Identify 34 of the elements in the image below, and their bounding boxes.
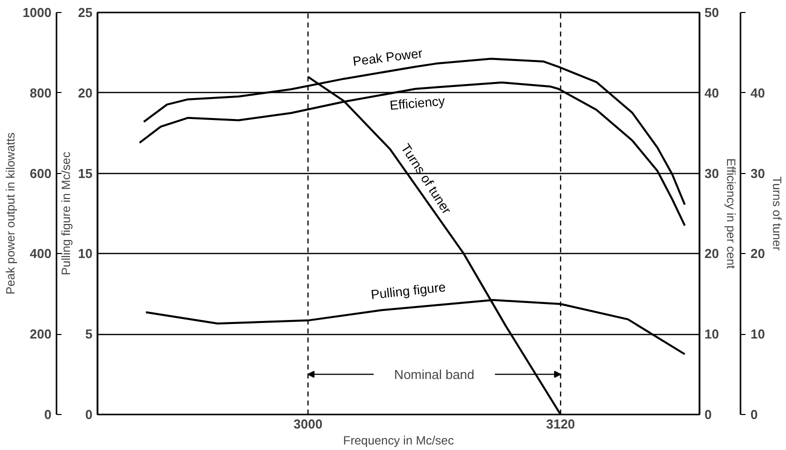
y-tick-label: 0 <box>44 407 52 422</box>
y2-tick-label: 15 <box>78 166 93 181</box>
y-tick-label: 200 <box>30 326 52 342</box>
y3-tick-label: 40 <box>704 85 719 100</box>
y3-tick-label: 50 <box>704 5 719 20</box>
text: 20 <box>750 246 765 262</box>
y2-tick-label: 25 <box>78 5 93 20</box>
series-label: Efficiency <box>389 93 446 113</box>
y3-tick-label: 0 <box>704 407 712 422</box>
y3-tick-label: 10 <box>704 326 719 342</box>
x-tick-label: 3000 <box>294 416 322 432</box>
text: Pulling figure <box>370 279 446 302</box>
text: Turns of tuner <box>770 176 784 251</box>
y-tick-label: 800 <box>30 85 52 100</box>
y-tick-label: 1000 <box>22 5 52 20</box>
y-tick-label: 400 <box>30 246 52 262</box>
y2-tick-label: 10 <box>78 246 93 262</box>
text: 0 <box>750 407 758 422</box>
y3-axis-title: Efficiency in per cent <box>724 158 738 270</box>
y3-tick-label: 20 <box>704 246 719 262</box>
x-axis-title: Frequency in Mc/sec <box>343 434 454 448</box>
text: Peak Power <box>352 45 424 69</box>
y2-axis-title: Pulling figure in Mc/sec <box>59 152 74 276</box>
y3-tick-label: 30 <box>704 166 719 181</box>
y-axis-title: Peak power output in kilowatts <box>4 132 18 295</box>
y2-tick-label: 5 <box>85 326 93 342</box>
y2-tick-label: 0 <box>85 407 93 422</box>
y-tick-label: 600 <box>30 166 52 181</box>
text: 40 <box>750 85 765 100</box>
y2-tick-label: 20 <box>78 85 93 100</box>
text: 10 <box>750 326 765 342</box>
annotation: Nominal band <box>394 366 474 382</box>
x-tick-label: 3120 <box>546 416 576 432</box>
text: 30 <box>750 166 765 181</box>
